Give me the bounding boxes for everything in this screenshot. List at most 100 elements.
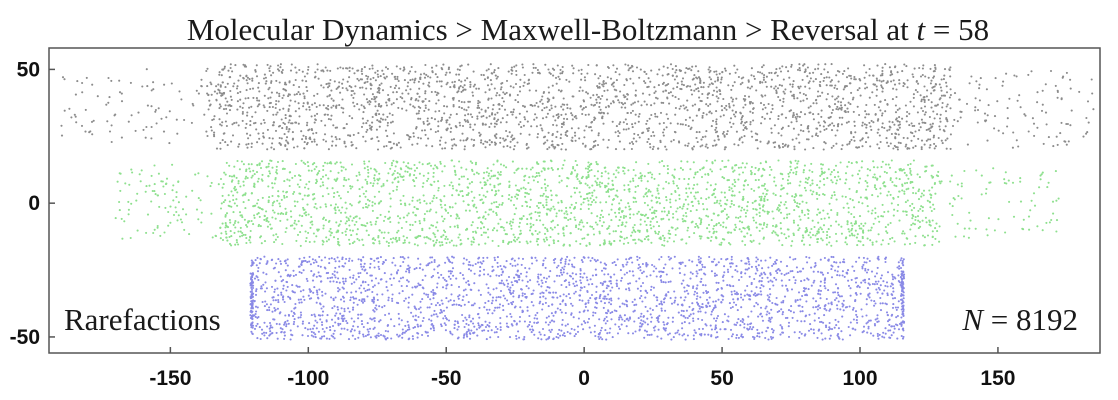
data-point (796, 166, 799, 169)
data-point (279, 205, 282, 208)
data-point (664, 145, 667, 148)
data-point (933, 142, 936, 145)
data-point (314, 182, 318, 185)
data-point (792, 80, 795, 83)
data-point (390, 103, 393, 106)
data-point (747, 225, 750, 228)
data-point (811, 170, 814, 173)
data-point (911, 124, 914, 128)
data-point (1054, 170, 1057, 173)
data-point (639, 172, 642, 175)
data-point (857, 201, 860, 204)
data-point (879, 187, 882, 190)
data-point (273, 182, 276, 185)
data-point (150, 125, 153, 129)
data-point (508, 186, 511, 189)
data-point (153, 190, 156, 193)
data-point (118, 200, 121, 204)
data-point (525, 147, 529, 150)
data-point (731, 109, 734, 112)
data-point (710, 82, 713, 85)
data-point (402, 161, 405, 164)
data-point (108, 130, 112, 133)
data-point (225, 112, 229, 115)
data-point (460, 100, 463, 104)
data-point (666, 117, 670, 120)
data-point (553, 208, 556, 211)
data-point (315, 105, 318, 108)
data-point (361, 186, 364, 189)
data-point (332, 195, 335, 198)
data-point (345, 220, 348, 223)
data-point (834, 232, 838, 235)
data-point (525, 110, 529, 113)
data-point (217, 183, 220, 186)
data-point (922, 189, 926, 192)
data-point (434, 130, 437, 134)
data-point (931, 230, 934, 233)
data-point (507, 70, 510, 73)
data-point (302, 161, 305, 164)
data-point (391, 120, 394, 123)
data-point (960, 197, 963, 200)
data-point (453, 143, 456, 146)
data-point (842, 206, 845, 209)
data-point (807, 234, 810, 237)
data-point (476, 226, 479, 229)
data-point (452, 187, 455, 190)
data-point (482, 114, 485, 118)
data-point (245, 236, 248, 240)
data-point (428, 122, 431, 125)
data-point (540, 170, 543, 173)
data-point (1044, 111, 1048, 114)
data-point (267, 185, 270, 188)
data-point (239, 105, 242, 108)
data-point (562, 244, 565, 247)
data-point (404, 204, 407, 207)
data-point (270, 80, 273, 83)
data-point (730, 96, 733, 99)
data-point (707, 92, 710, 95)
data-point (307, 231, 310, 234)
data-point (856, 173, 860, 176)
data-point (351, 219, 354, 222)
data-point (756, 70, 760, 74)
data-point (608, 232, 611, 235)
data-point (563, 159, 566, 162)
data-point (411, 199, 414, 202)
data-point (761, 66, 764, 69)
data-point (806, 208, 809, 211)
data-point (272, 148, 276, 151)
data-point (267, 175, 270, 178)
data-point (432, 167, 435, 170)
data-point (146, 85, 149, 88)
data-point (730, 200, 733, 203)
data-point (790, 161, 793, 164)
data-point (892, 214, 895, 217)
data-point (851, 224, 854, 227)
data-point (884, 226, 887, 229)
data-point (1019, 177, 1022, 180)
data-point (404, 170, 407, 173)
data-point (851, 234, 854, 237)
data-point (926, 89, 929, 92)
data-point (241, 110, 244, 114)
data-point (845, 85, 848, 88)
data-point (312, 132, 315, 135)
data-point (707, 68, 710, 71)
data-point (686, 229, 689, 232)
data-point (467, 237, 470, 240)
data-point (341, 98, 344, 101)
data-point (564, 133, 567, 136)
data-point (110, 79, 113, 82)
data-point (583, 129, 586, 132)
data-point (578, 137, 581, 140)
data-point (221, 94, 224, 97)
data-point (363, 66, 366, 69)
data-point (224, 215, 227, 218)
data-point (772, 192, 775, 195)
data-point (291, 137, 295, 140)
data-point (635, 200, 638, 203)
data-point (674, 96, 677, 99)
data-point (301, 138, 304, 141)
